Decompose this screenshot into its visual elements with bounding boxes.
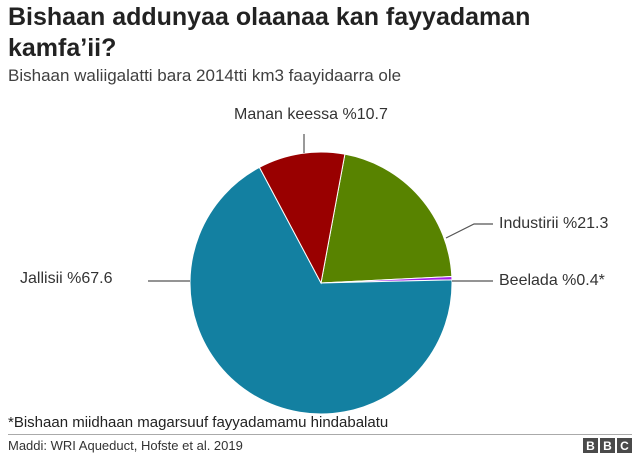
chart-title: Bishaan addunyaa olaanaa kan fayyadaman …: [8, 3, 531, 62]
label-manan-keessa: Manan keessa %10.7: [234, 106, 388, 123]
divider: [8, 434, 632, 435]
chart-subtitle: Bishaan waliigalatti bara 2014tti km3 fa…: [8, 66, 402, 85]
label-jallisii: Jallisii %67.6: [20, 270, 113, 287]
bbc-logo: B B C: [583, 438, 632, 453]
bbc-logo-letter: B: [583, 438, 598, 453]
source-text: Maddi: WRI Aqueduct, Hofste et al. 2019: [8, 438, 243, 453]
label-industirii: Industirii %21.3: [499, 215, 609, 232]
pie-slice-industirii: [320, 153, 453, 284]
leader-line-industirii: [445, 223, 493, 239]
footnote: *Bishaan miidhaan magarsuuf fayyadamamu …: [8, 414, 389, 431]
bbc-logo-letter: B: [600, 438, 615, 453]
pie-slice-jallisii: [189, 166, 453, 415]
label-beelada: Beelada %0.4*: [499, 272, 605, 289]
bbc-logo-letter: C: [617, 438, 632, 453]
pie-slice-manan-keessa: [258, 151, 346, 285]
